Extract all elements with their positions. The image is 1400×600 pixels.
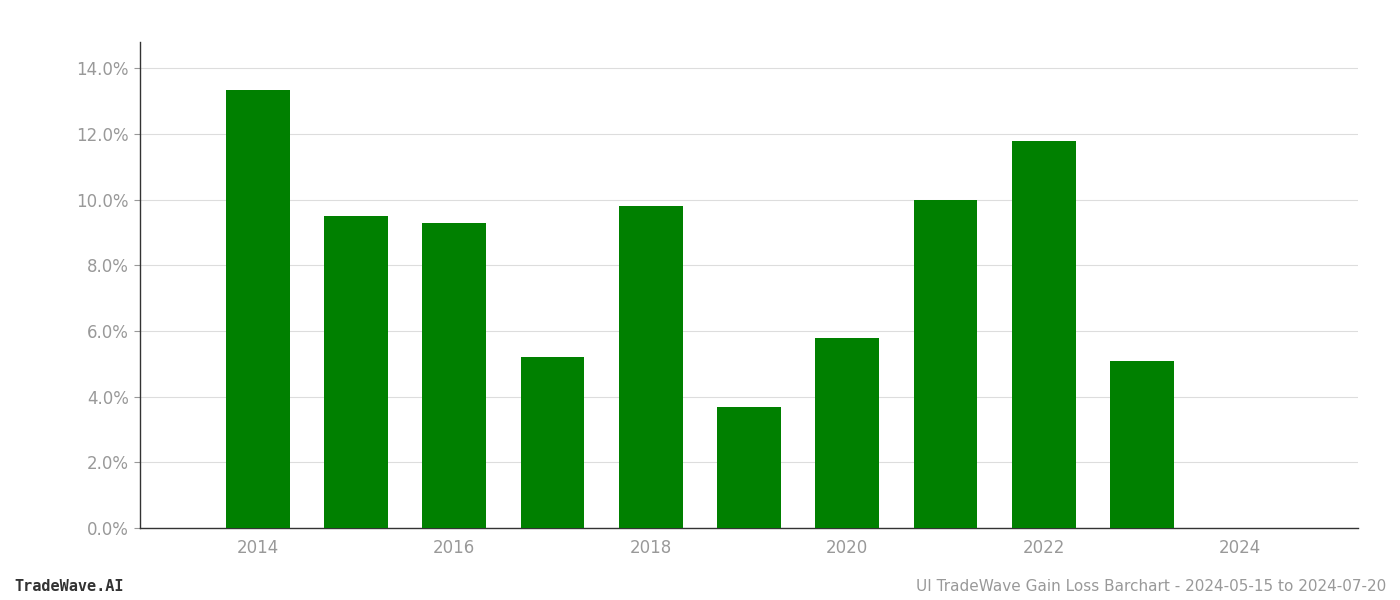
Bar: [225, 89, 290, 528]
Bar: [717, 407, 781, 528]
Bar: [914, 200, 977, 528]
Bar: [521, 357, 584, 528]
Bar: [815, 338, 879, 528]
Text: UI TradeWave Gain Loss Barchart - 2024-05-15 to 2024-07-20: UI TradeWave Gain Loss Barchart - 2024-0…: [916, 579, 1386, 594]
Text: TradeWave.AI: TradeWave.AI: [14, 579, 123, 594]
Bar: [1110, 361, 1173, 528]
Bar: [325, 216, 388, 528]
Bar: [423, 223, 486, 528]
Bar: [619, 206, 683, 528]
Bar: [1012, 140, 1075, 528]
